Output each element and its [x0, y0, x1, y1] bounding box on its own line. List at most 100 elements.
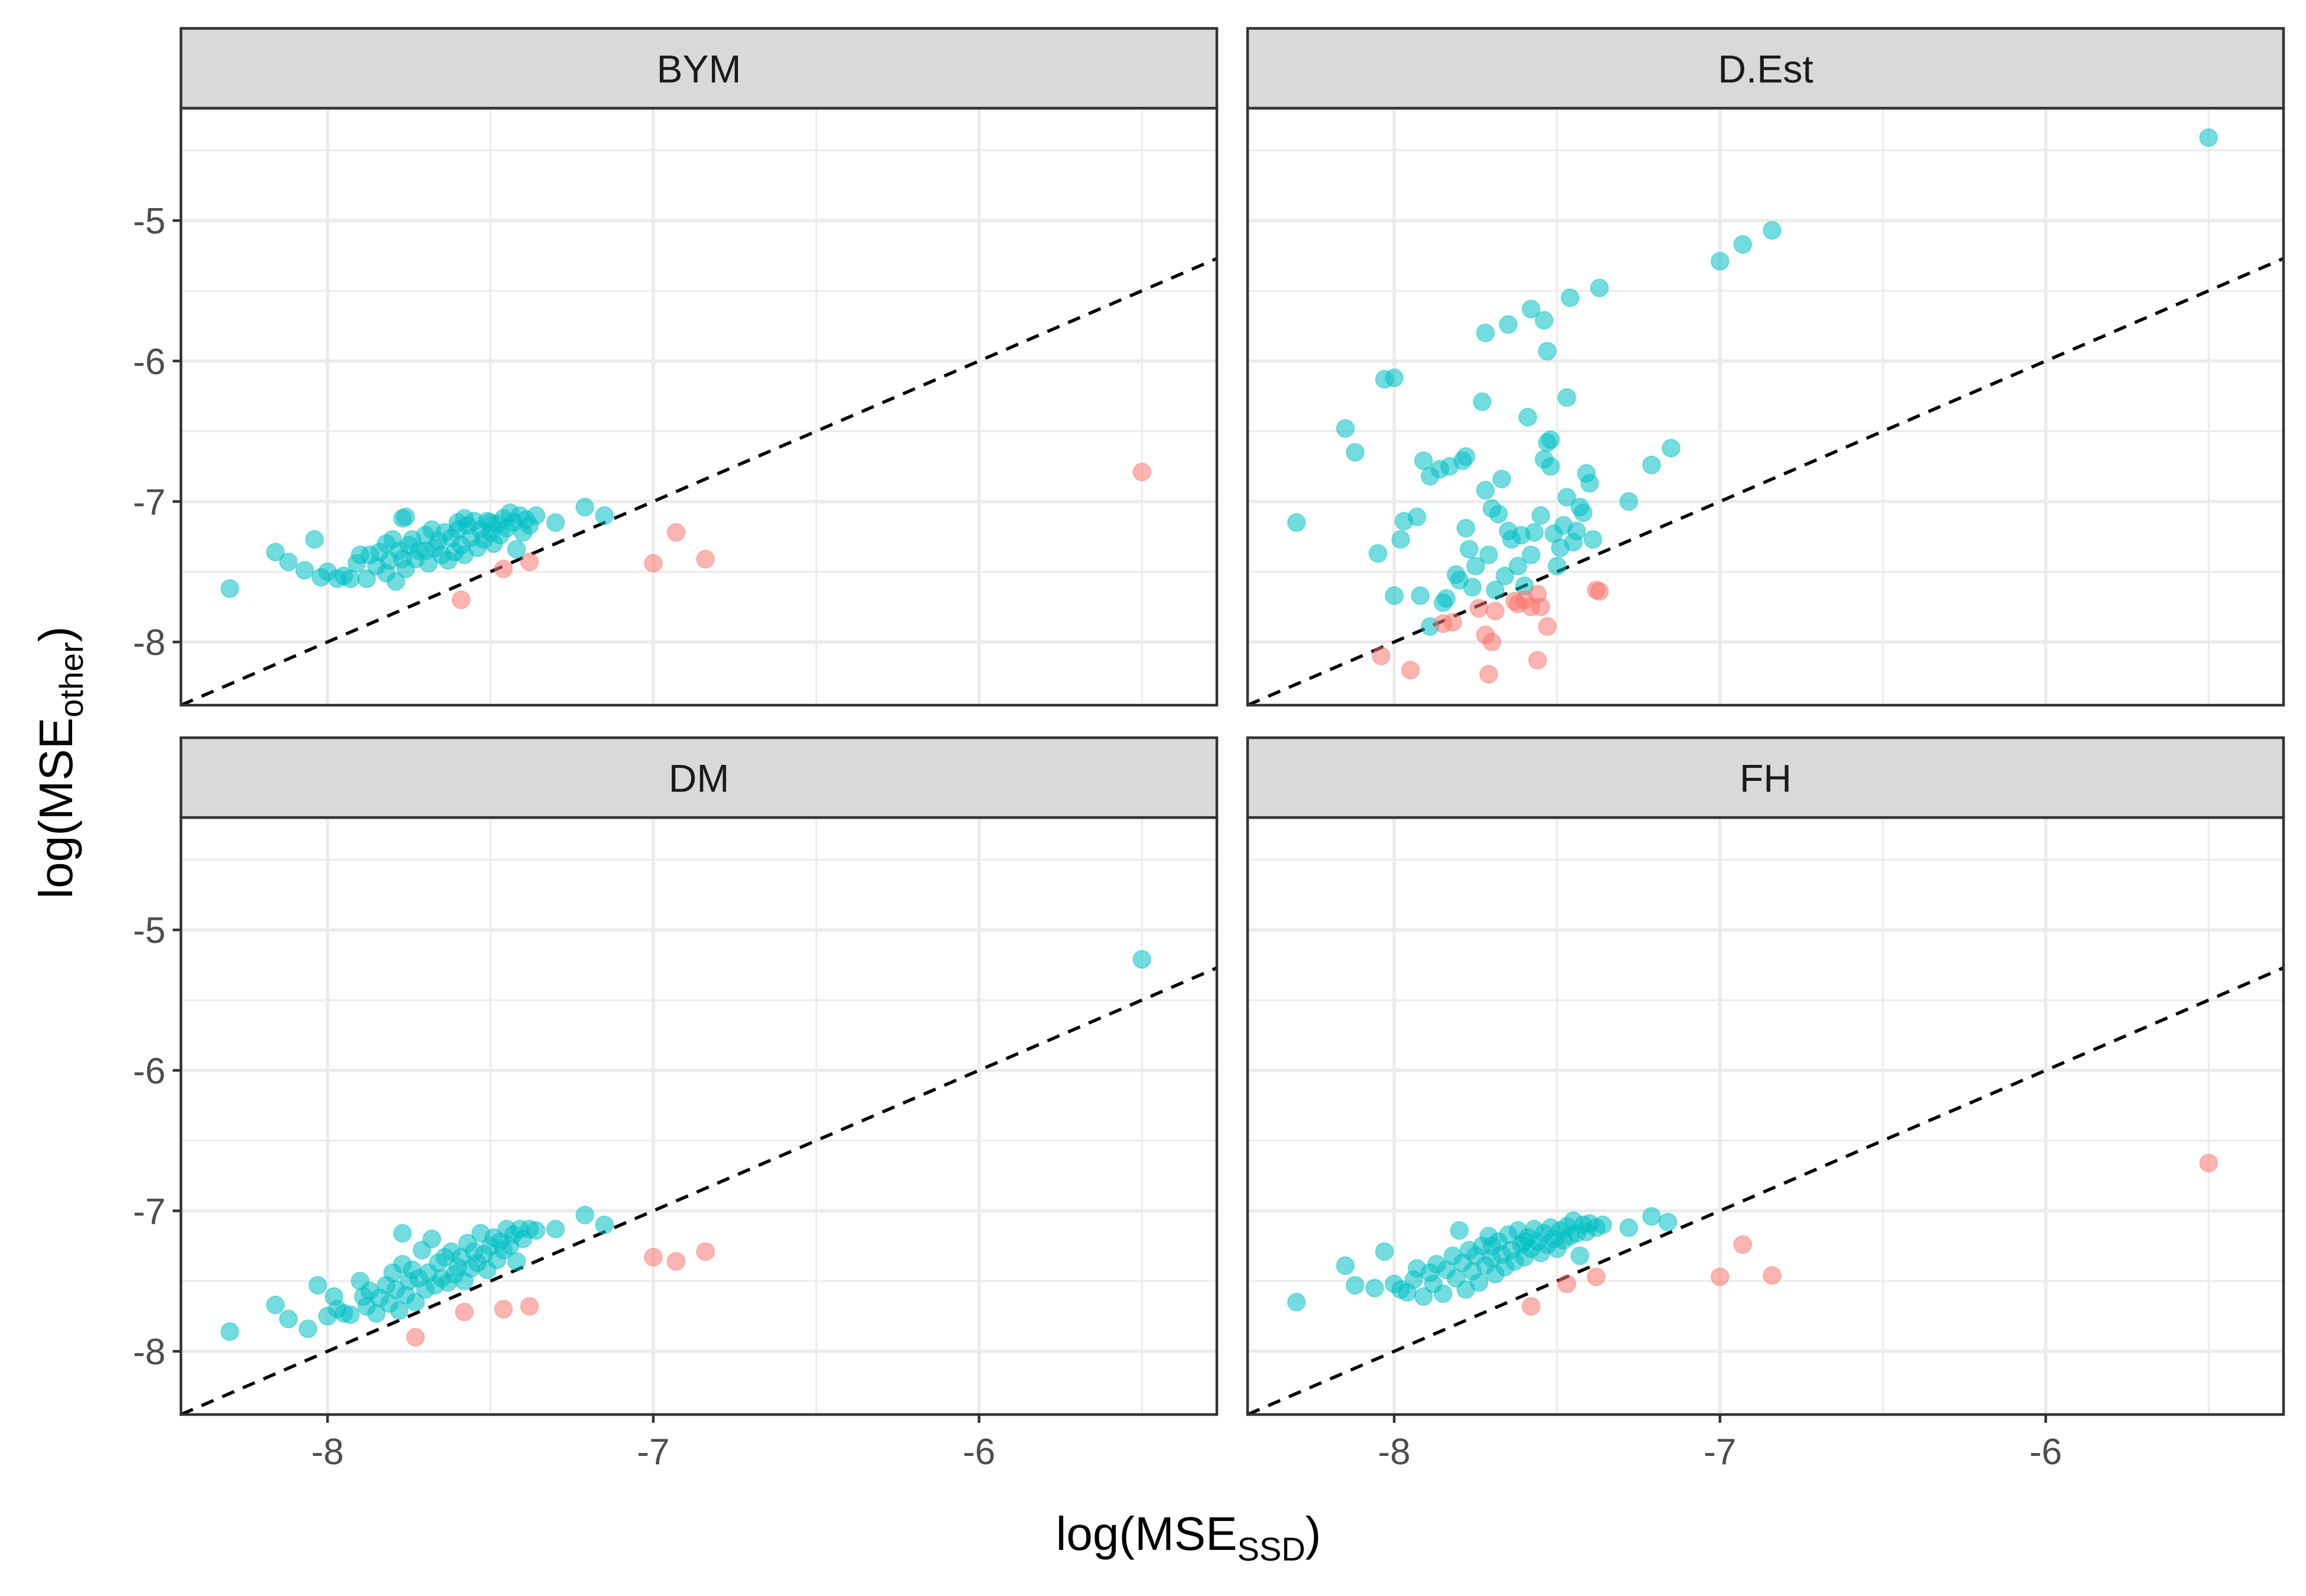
data-point-above-line [1482, 1236, 1502, 1256]
data-point-below-line [696, 549, 715, 569]
data-point-above-line [1557, 388, 1576, 407]
panel-background [1248, 818, 2284, 1415]
data-point-above-line [1619, 492, 1638, 511]
data-point-above-line [1365, 1279, 1384, 1298]
data-point-above-line [1456, 447, 1476, 466]
reference-line-y-equals-x [181, 257, 1217, 705]
data-point-above-line [1479, 545, 1498, 565]
y-tick-label: -7 [133, 482, 166, 523]
data-point-above-line [1336, 419, 1355, 438]
data-point-below-line [1482, 632, 1502, 652]
data-point-above-line [1476, 481, 1495, 500]
data-point-above-line [220, 579, 239, 598]
data-point-above-line [1537, 342, 1557, 361]
data-point-above-line [265, 1295, 285, 1315]
y-axis-title: log(MSEother) [30, 626, 90, 898]
data-point-above-line [406, 1292, 425, 1312]
data-point-below-line [666, 523, 686, 542]
reference-line-y-equals-x [1248, 966, 2284, 1415]
data-point-above-line [1492, 469, 1511, 489]
data-point-above-line [1384, 368, 1404, 388]
data-point-below-line [1733, 1235, 1753, 1254]
facet-strip [179, 736, 1219, 819]
data-point-above-line [422, 1229, 442, 1248]
data-point-above-line [220, 1322, 239, 1341]
data-point-above-line [595, 506, 614, 525]
data-point-above-line [1593, 1215, 1612, 1235]
data-point-below-line [1763, 1266, 1782, 1285]
data-point-above-line [278, 1309, 298, 1329]
data-point-below-line [1590, 582, 1609, 601]
x-tick-label: -6 [2029, 1432, 2062, 1472]
reference-line-y-equals-x [1248, 257, 2284, 705]
facet-strip [1246, 27, 2285, 110]
data-point-above-line [1541, 457, 1560, 476]
data-point-above-line [1619, 1218, 1638, 1237]
x-tick-label: -7 [1703, 1432, 1736, 1472]
panel-data [1248, 966, 2284, 1415]
data-point-below-line [696, 1242, 715, 1261]
data-point-above-line [393, 1224, 412, 1243]
facet-strip-label: FH [1740, 757, 1792, 800]
y-tick-label: -8 [133, 1332, 166, 1373]
facet-strip-label: DM [669, 757, 730, 800]
data-point-below-line [1443, 612, 1463, 632]
panel-data [181, 257, 1217, 705]
x-axis-title-base: log(MSE [1056, 1507, 1238, 1560]
x-tick-label: -6 [963, 1432, 995, 1472]
data-point-below-line [494, 559, 513, 579]
reference-line-y-equals-x [181, 966, 1217, 1415]
panel-background [181, 108, 1217, 705]
y-tick-label: -5 [133, 910, 166, 951]
data-point-above-line [1456, 518, 1476, 538]
data-point-below-line [1485, 601, 1505, 621]
data-point-below-line [1479, 664, 1498, 684]
y-axis-title-close: ) [30, 626, 82, 642]
data-point-below-line [1401, 660, 1420, 680]
data-point-above-line [546, 513, 565, 533]
data-point-above-line [1570, 1246, 1589, 1266]
data-point-above-line [1384, 586, 1404, 605]
data-point-below-line [1469, 599, 1489, 618]
data-point-above-line [1485, 580, 1505, 600]
data-point-above-line [1541, 430, 1560, 449]
data-point-above-line [1287, 513, 1306, 533]
panels-layer: BYM -8 -7 -6 -5 D.Est DM -8 -7 -6 -5 -8 -7 -6 FH -8 -7 -6 [133, 27, 2285, 1472]
data-point-above-line [526, 506, 546, 525]
panel-bym: BYM -8 -7 -6 -5 [133, 27, 1219, 707]
facet-strip [1246, 736, 2285, 819]
data-point-above-line [595, 1215, 614, 1235]
data-point-above-line [575, 497, 595, 517]
panel-data [1248, 128, 2284, 705]
data-point-above-line [1345, 443, 1365, 462]
data-point-below-line [1371, 646, 1391, 666]
data-point-above-line [1583, 530, 1602, 549]
x-tick-label: -8 [1378, 1432, 1410, 1472]
data-point-above-line [1710, 252, 1730, 271]
data-point-above-line [575, 1205, 595, 1225]
data-point-above-line [1476, 323, 1495, 343]
facet-strip [179, 27, 1219, 110]
data-point-above-line [386, 572, 406, 591]
panel-d-est: D.Est [1246, 27, 2285, 707]
x-axis-title: log(MSESSD) [1056, 1507, 1322, 1568]
y-tick-label: -5 [133, 201, 166, 242]
data-point-above-line [308, 1276, 328, 1295]
y-tick-label: -6 [133, 1051, 166, 1092]
data-point-above-line [1515, 1232, 1534, 1251]
data-point-above-line [1489, 504, 1508, 524]
data-point-above-line [1411, 586, 1430, 605]
data-point-above-line [507, 540, 526, 559]
data-point-below-line [643, 553, 663, 573]
data-point-above-line [1336, 1256, 1355, 1276]
data-point-above-line [1495, 566, 1515, 586]
data-point-above-line [1368, 544, 1388, 563]
data-point-above-line [1524, 523, 1544, 542]
data-point-above-line [1573, 503, 1593, 523]
data-point-below-line [1586, 1267, 1606, 1287]
data-point-below-line [1521, 1297, 1541, 1316]
data-point-below-line [455, 1302, 474, 1322]
data-point-above-line [298, 1319, 318, 1339]
y-tick-label: -6 [133, 342, 166, 382]
